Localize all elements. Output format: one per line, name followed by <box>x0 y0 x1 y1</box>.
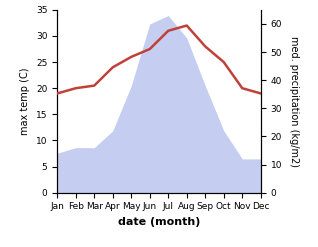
Y-axis label: max temp (C): max temp (C) <box>20 67 31 135</box>
X-axis label: date (month): date (month) <box>118 217 200 227</box>
Y-axis label: med. precipitation (kg/m2): med. precipitation (kg/m2) <box>289 36 299 167</box>
